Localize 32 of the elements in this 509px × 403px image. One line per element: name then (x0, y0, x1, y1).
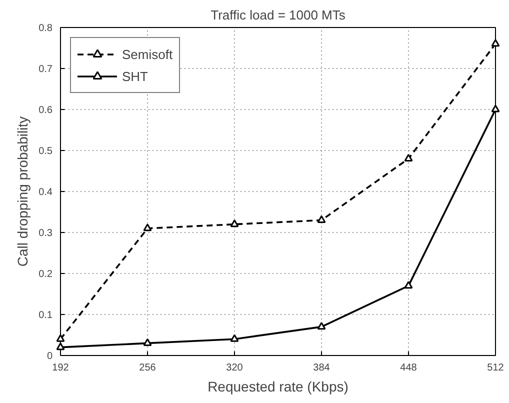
point (143, 224, 152, 232)
y-tick-label: 0.8 (38, 23, 53, 34)
x-axis-title: Requested rate (Kbps) (208, 378, 348, 394)
x-tick-label: 320 (226, 362, 244, 374)
point (491, 104, 500, 112)
point (56, 334, 65, 342)
point (317, 215, 326, 223)
y-tick-label: 0.3 (38, 228, 53, 239)
y-tick-label: 0.5 (38, 146, 53, 157)
legend-label: Semisoft (122, 46, 173, 62)
x-tick-label: 448 (400, 362, 418, 374)
point (56, 342, 65, 350)
y-tick-label: 0.4 (38, 187, 53, 198)
point (404, 154, 413, 162)
y-tick-label: 0.2 (38, 269, 53, 280)
point (230, 220, 239, 228)
y-axis-title: Call dropping probability (14, 116, 31, 267)
y-tick-label: 0.7 (38, 64, 53, 75)
y-tick-label: 0 (46, 351, 53, 362)
x-tick-label: 256 (139, 362, 156, 374)
y-tick-label: 0.6 (38, 105, 53, 116)
point (404, 281, 413, 289)
point (317, 322, 326, 330)
point (143, 338, 152, 346)
x-tick-label: 512 (487, 362, 504, 374)
x-tick-label: 384 (313, 362, 330, 374)
point (230, 334, 239, 342)
legend-label: SHT (122, 68, 148, 84)
x-tick-label: 192 (52, 362, 70, 374)
y-tick-label: 0.1 (38, 310, 53, 321)
point (491, 39, 500, 47)
chart-title: Traffic load = 1000 MTs (210, 8, 346, 22)
